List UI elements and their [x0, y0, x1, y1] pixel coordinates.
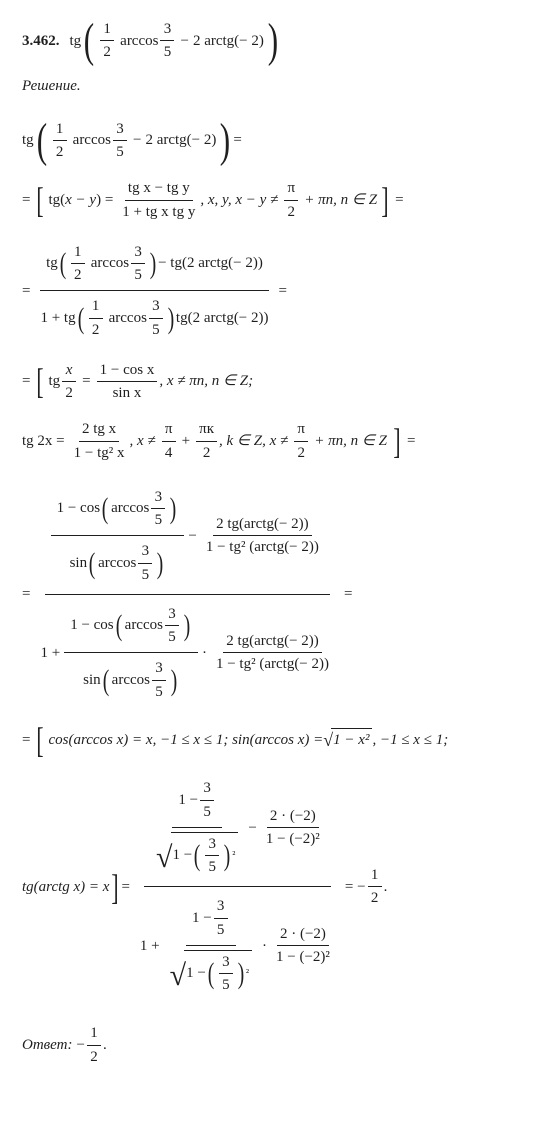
- eqn-line-5: tg 2x = 2 tg x1 − tg² x , x ≠ π4 + πк2 ,…: [22, 418, 534, 464]
- eqn-line-6: = 1 − cos ( arccos 35 ) sin: [22, 478, 534, 711]
- solution-label: Решение.: [22, 76, 534, 96]
- problem-heading: 3.462. tg ( 1 2 arccos 3 5 − 2 arctg(− 2…: [22, 18, 534, 64]
- bracket-identity-3: [ cos(arccos x) = x, −1 ≤ x ≤ 1; sin(arc…: [34, 725, 450, 756]
- bigfrac-1: tg ( 12 arccos 35 ) − tg(2 arctg(− 2)) 1…: [34, 237, 274, 345]
- eqn-line-8: tg(arctg x) = x ] = 1 − 35 √ 1 − (: [22, 769, 534, 1004]
- bracket-identity-1: [ tg( x − y ) = tg x − tg y 1 + tg x tg …: [34, 177, 391, 223]
- sqrt-1: √ 1 − x²: [323, 728, 372, 752]
- paren-outer: ( 1 2 arccos 3 5 − 2 arctg(− 2) ): [81, 18, 281, 64]
- eqn-line-2: = [ tg( x − y ) = tg x − tg y 1 + tg x t…: [22, 177, 534, 223]
- bracket-identity-2a: [ tg x2 = 1 − cos xsin x , x ≠ πn, n ∈ Z…: [34, 359, 255, 405]
- answer-value: 1 2: [87, 1022, 101, 1068]
- frac-half: 1 2: [100, 18, 114, 64]
- fn-tg: tg: [70, 31, 82, 51]
- term-arctg: 2 arctg(− 2): [193, 31, 264, 51]
- eqn-line-1: tg ( 12 arccos 35 − 2 arctg(− 2) ) =: [22, 118, 534, 164]
- answer-line: Ответ: − 1 2 .: [22, 1022, 534, 1068]
- bigfrac-3: 1 − 35 √ 1 − ( 35 ): [134, 769, 341, 1004]
- eqn-line-3: = tg ( 12 arccos 35 ) − tg(2 arctg(− 2))…: [22, 237, 534, 345]
- eqn-line-7: = [ cos(arccos x) = x, −1 ≤ x ≤ 1; sin(a…: [22, 725, 534, 756]
- fn-arccos: arccos: [120, 31, 158, 51]
- bigfrac-2: 1 − cos ( arccos 35 ) sin (: [34, 478, 340, 711]
- eqn-line-4: = [ tg x2 = 1 − cos xsin x , x ≠ πn, n ∈…: [22, 359, 534, 405]
- answer-label: Ответ:: [22, 1035, 72, 1055]
- problem-expression: tg ( 1 2 arccos 3 5 − 2 arctg(− 2) ): [70, 18, 281, 64]
- frac-3-5: 3 5: [160, 18, 174, 64]
- problem-number: 3.462.: [22, 31, 60, 51]
